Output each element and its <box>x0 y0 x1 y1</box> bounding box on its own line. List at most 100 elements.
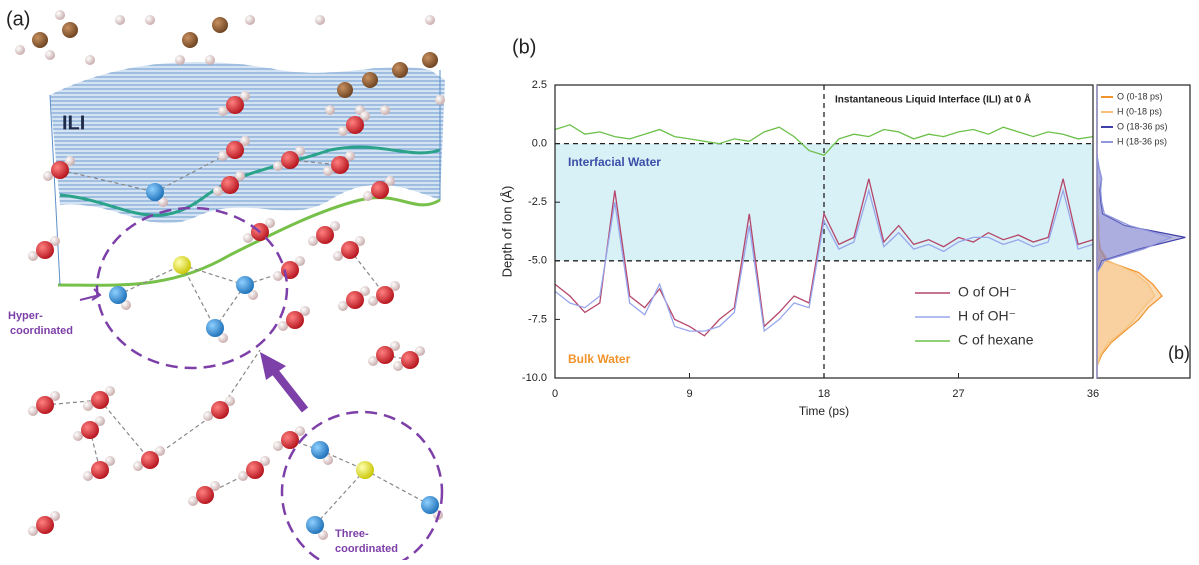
hydrogen <box>390 281 400 291</box>
legend-label: H of OH⁻ <box>958 308 1016 324</box>
hydrogen <box>225 396 235 406</box>
hydrogen <box>273 161 283 171</box>
hydrogen <box>278 321 288 331</box>
h-bond <box>181 264 216 329</box>
hydrogen <box>203 411 213 421</box>
hydrogen <box>28 406 38 416</box>
hydrogen <box>273 441 283 451</box>
three-region <box>280 410 444 565</box>
h-bond <box>289 439 321 451</box>
hydrogen <box>50 236 60 246</box>
oxygen <box>371 181 389 199</box>
x-tick-label: 27 <box>952 388 964 400</box>
oxygen <box>91 391 109 409</box>
carbon <box>62 22 78 38</box>
hydrogen <box>45 50 55 60</box>
oxygen <box>346 116 364 134</box>
h-bond <box>364 469 431 506</box>
hydrogen <box>145 15 155 25</box>
h-bond <box>349 249 386 296</box>
carbon <box>32 32 48 48</box>
x-axis-label: Time (ps) <box>799 404 849 418</box>
hydrogen <box>325 105 335 115</box>
interface-edge <box>57 196 441 287</box>
hydrogen <box>415 346 425 356</box>
hydrogen <box>295 256 305 266</box>
hydrogen <box>330 221 340 231</box>
carbon <box>182 32 198 48</box>
oxygen <box>36 516 54 534</box>
hydrogen <box>385 176 395 186</box>
hydrogen <box>260 456 270 466</box>
three-label: coordinated <box>335 543 398 555</box>
hydrogen <box>155 446 165 456</box>
oxygen <box>286 311 304 329</box>
y-tick-label: 2.5 <box>532 79 547 91</box>
oxygen <box>421 496 439 514</box>
hydrogen <box>83 471 93 481</box>
hydrogen <box>295 146 305 156</box>
carbon <box>422 52 438 68</box>
hydrogen <box>393 361 403 371</box>
hydrogen <box>243 233 253 243</box>
oxygen <box>306 516 324 534</box>
hydrogen <box>83 401 93 411</box>
hydrogen <box>238 471 248 481</box>
x-tick-label: 0 <box>552 388 558 400</box>
hydrogen <box>323 166 333 176</box>
x-tick-label: 9 <box>686 388 692 400</box>
hydrogen <box>240 91 250 101</box>
legend-label: O (18-36 ps) <box>1117 121 1168 131</box>
oxygen <box>346 291 364 309</box>
carbon <box>337 82 353 98</box>
hydrogen <box>15 45 25 55</box>
hydrogen <box>338 126 348 136</box>
hydrogen <box>213 186 223 196</box>
hydrogen <box>360 286 370 296</box>
oxygen <box>196 486 214 504</box>
chart: (b) O (0-18 ps) H (0-18 ps) O (18-36 ps) H (… <box>499 36 1191 418</box>
h-bond <box>154 149 236 193</box>
hydrogen <box>28 526 38 536</box>
y-tick-label: -2.5 <box>528 196 547 208</box>
atoms <box>15 10 445 540</box>
hydrogen <box>355 236 365 246</box>
ion <box>173 256 191 274</box>
arrow <box>268 365 309 413</box>
arrow-small <box>79 288 102 301</box>
hydrogen <box>323 455 333 465</box>
hydrogen <box>218 151 228 161</box>
h-bond <box>314 469 366 526</box>
oxygen <box>221 176 239 194</box>
hydrogen <box>360 111 370 121</box>
three-label: Three- <box>335 528 369 540</box>
hydrogen <box>345 151 355 161</box>
hydrogen <box>248 290 258 300</box>
h-bond <box>219 349 261 411</box>
y-tick-label: -10.0 <box>522 372 547 384</box>
hydrogen <box>121 300 131 310</box>
oxygen <box>281 261 299 279</box>
oxygen <box>376 286 394 304</box>
hydrogen <box>43 171 53 181</box>
hydrogen <box>95 416 105 426</box>
carbon <box>212 17 228 33</box>
y-tick-label: 0.0 <box>532 138 547 150</box>
oxygen <box>206 319 224 337</box>
y-tick-label: -5.0 <box>528 255 547 267</box>
oxygen <box>311 441 329 459</box>
x-tick-label: 18 <box>818 388 830 400</box>
density-area <box>1096 85 1174 378</box>
h-bond <box>181 264 246 286</box>
series-line <box>554 188 1094 333</box>
oxygen <box>316 226 334 244</box>
hydrogen <box>265 218 275 228</box>
oxygen <box>376 346 394 364</box>
oxygen <box>141 451 159 469</box>
hydrogen <box>218 106 228 116</box>
carbon <box>362 72 378 88</box>
h-bond <box>44 399 101 406</box>
hydrogen <box>300 306 310 316</box>
hydrogen <box>210 481 220 491</box>
